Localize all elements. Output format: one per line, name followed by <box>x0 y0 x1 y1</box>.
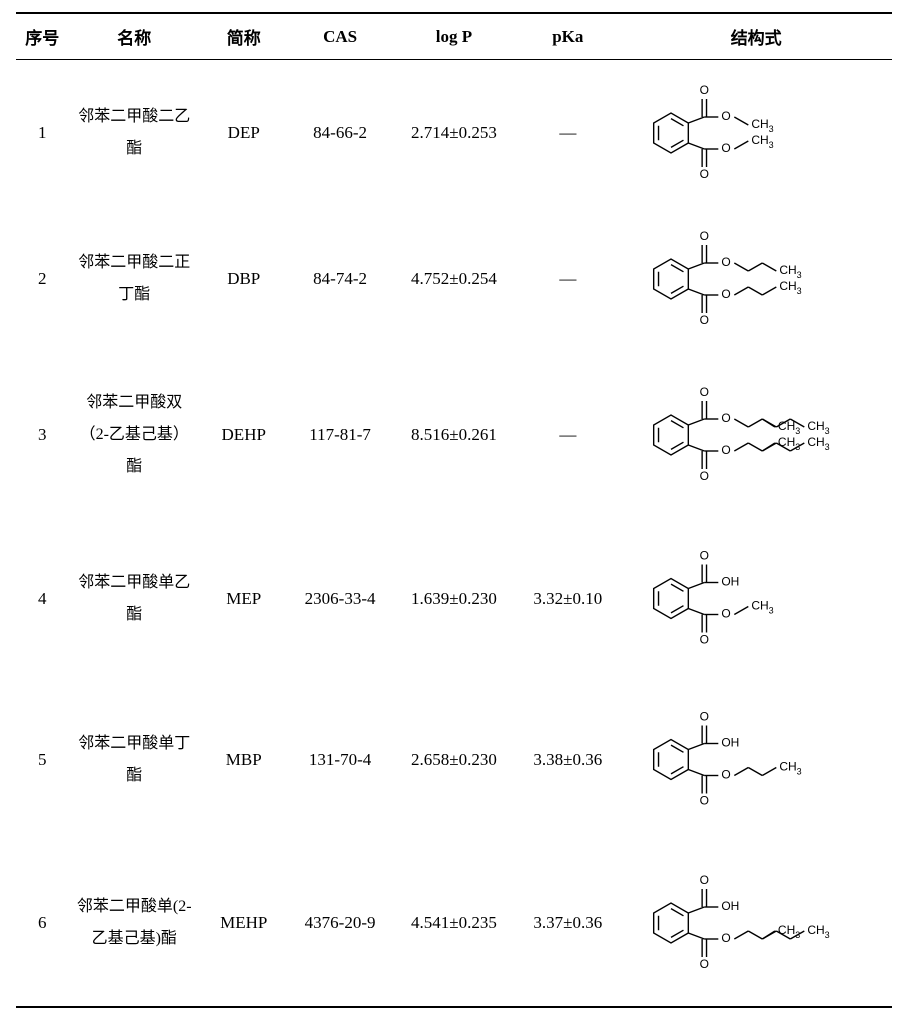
svg-text:O: O <box>722 443 731 457</box>
cell-pka: 3.37±0.36 <box>515 840 620 1007</box>
cell-logp: 2.714±0.253 <box>393 60 516 207</box>
cell-structure: OOH OOCH3CH3 <box>620 840 892 1007</box>
svg-text:O: O <box>722 931 731 945</box>
svg-text:CH3: CH3 <box>752 599 774 616</box>
svg-text:CH3: CH3 <box>780 760 802 777</box>
cell-cas: 131-70-4 <box>288 679 393 840</box>
svg-text:CH3: CH3 <box>808 419 830 436</box>
cell-idx: 4 <box>16 518 69 679</box>
cell-name: 邻苯二甲酸单丁酯 <box>69 679 200 840</box>
cell-idx: 2 <box>16 206 69 352</box>
cell-name: 邻苯二甲酸单乙酯 <box>69 518 200 679</box>
cell-logp: 4.752±0.254 <box>393 206 516 352</box>
table-row: 4邻苯二甲酸单乙酯MEP2306-33-41.639±0.2303.32±0.1… <box>16 518 892 679</box>
cell-pka: — <box>515 352 620 518</box>
svg-text:O: O <box>700 794 709 808</box>
svg-text:O: O <box>700 385 709 399</box>
cell-logp: 4.541±0.235 <box>393 840 516 1007</box>
h-abbr: 简称 <box>200 13 288 60</box>
cell-pka: — <box>515 60 620 207</box>
svg-text:O: O <box>700 167 709 181</box>
cell-cas: 2306-33-4 <box>288 518 393 679</box>
table-row: 2邻苯二甲酸二正丁酯DBP84-74-24.752±0.254— OOCH3 O… <box>16 206 892 352</box>
h-cas: CAS <box>288 13 393 60</box>
svg-text:OH: OH <box>722 899 740 913</box>
svg-text:CH3: CH3 <box>780 279 802 296</box>
cell-structure: OOCH3 OOCH3 <box>620 60 892 207</box>
cell-cas: 84-66-2 <box>288 60 393 207</box>
header-row: 序号 名称 简称 CAS log P pKa 结构式 <box>16 13 892 60</box>
cell-structure: OOCH3CH3 OOCH3CH3 <box>620 352 892 518</box>
svg-text:CH3: CH3 <box>808 435 830 452</box>
cell-logp: 2.658±0.230 <box>393 679 516 840</box>
svg-text:CH3: CH3 <box>752 117 774 134</box>
svg-text:O: O <box>700 710 709 724</box>
svg-text:CH3: CH3 <box>808 923 830 940</box>
table-row: 5邻苯二甲酸单丁酯MBP131-70-42.658±0.2303.38±0.36… <box>16 679 892 840</box>
cell-cas: 4376-20-9 <box>288 840 393 1007</box>
table-row: 6邻苯二甲酸单(2-乙基己基)酯MEHP4376-20-94.541±0.235… <box>16 840 892 1007</box>
cell-cas: 117-81-7 <box>288 352 393 518</box>
svg-text:O: O <box>722 287 731 301</box>
h-logp: log P <box>393 13 516 60</box>
cell-structure: OOH OOCH3 <box>620 518 892 679</box>
h-pka: pKa <box>515 13 620 60</box>
cell-abbr: DEP <box>200 60 288 207</box>
svg-text:O: O <box>722 411 731 425</box>
cell-abbr: MBP <box>200 679 288 840</box>
svg-text:CH3: CH3 <box>778 419 800 436</box>
svg-text:O: O <box>722 255 731 269</box>
cell-abbr: MEHP <box>200 840 288 1007</box>
svg-text:O: O <box>722 141 731 155</box>
svg-text:O: O <box>700 549 709 563</box>
svg-text:O: O <box>700 229 709 243</box>
svg-text:CH3: CH3 <box>780 263 802 280</box>
cell-name: 邻苯二甲酸二乙酯 <box>69 60 200 207</box>
table-row: 1邻苯二甲酸二乙酯DEP84-66-22.714±0.253— OOCH3 OO… <box>16 60 892 207</box>
cell-abbr: DBP <box>200 206 288 352</box>
cell-abbr: DEHP <box>200 352 288 518</box>
svg-text:OH: OH <box>722 736 740 750</box>
cell-idx: 5 <box>16 679 69 840</box>
cell-logp: 1.639±0.230 <box>393 518 516 679</box>
cell-name: 邻苯二甲酸双（2-乙基己基）酯 <box>69 352 200 518</box>
svg-text:CH3: CH3 <box>752 133 774 150</box>
svg-text:OH: OH <box>722 575 740 589</box>
phthalate-table: 序号 名称 简称 CAS log P pKa 结构式 1邻苯二甲酸二乙酯DEP8… <box>16 12 892 1008</box>
svg-text:O: O <box>700 873 709 887</box>
table-row: 3邻苯二甲酸双（2-乙基己基）酯DEHP117-81-78.516±0.261—… <box>16 352 892 518</box>
h-struct: 结构式 <box>620 13 892 60</box>
cell-pka: 3.32±0.10 <box>515 518 620 679</box>
cell-idx: 3 <box>16 352 69 518</box>
svg-text:O: O <box>700 957 709 971</box>
cell-name: 邻苯二甲酸单(2-乙基己基)酯 <box>69 840 200 1007</box>
svg-text:O: O <box>700 469 709 483</box>
cell-cas: 84-74-2 <box>288 206 393 352</box>
svg-text:O: O <box>700 83 709 97</box>
svg-text:O: O <box>700 633 709 647</box>
cell-abbr: MEP <box>200 518 288 679</box>
svg-text:O: O <box>722 109 731 123</box>
svg-text:O: O <box>722 607 731 621</box>
cell-idx: 6 <box>16 840 69 1007</box>
cell-pka: — <box>515 206 620 352</box>
svg-text:O: O <box>722 768 731 782</box>
h-idx: 序号 <box>16 13 69 60</box>
cell-structure: OOH OOCH3 <box>620 679 892 840</box>
cell-name: 邻苯二甲酸二正丁酯 <box>69 206 200 352</box>
cell-logp: 8.516±0.261 <box>393 352 516 518</box>
h-name: 名称 <box>69 13 200 60</box>
cell-idx: 1 <box>16 60 69 207</box>
cell-structure: OOCH3 OOCH3 <box>620 206 892 352</box>
cell-pka: 3.38±0.36 <box>515 679 620 840</box>
svg-text:O: O <box>700 313 709 327</box>
